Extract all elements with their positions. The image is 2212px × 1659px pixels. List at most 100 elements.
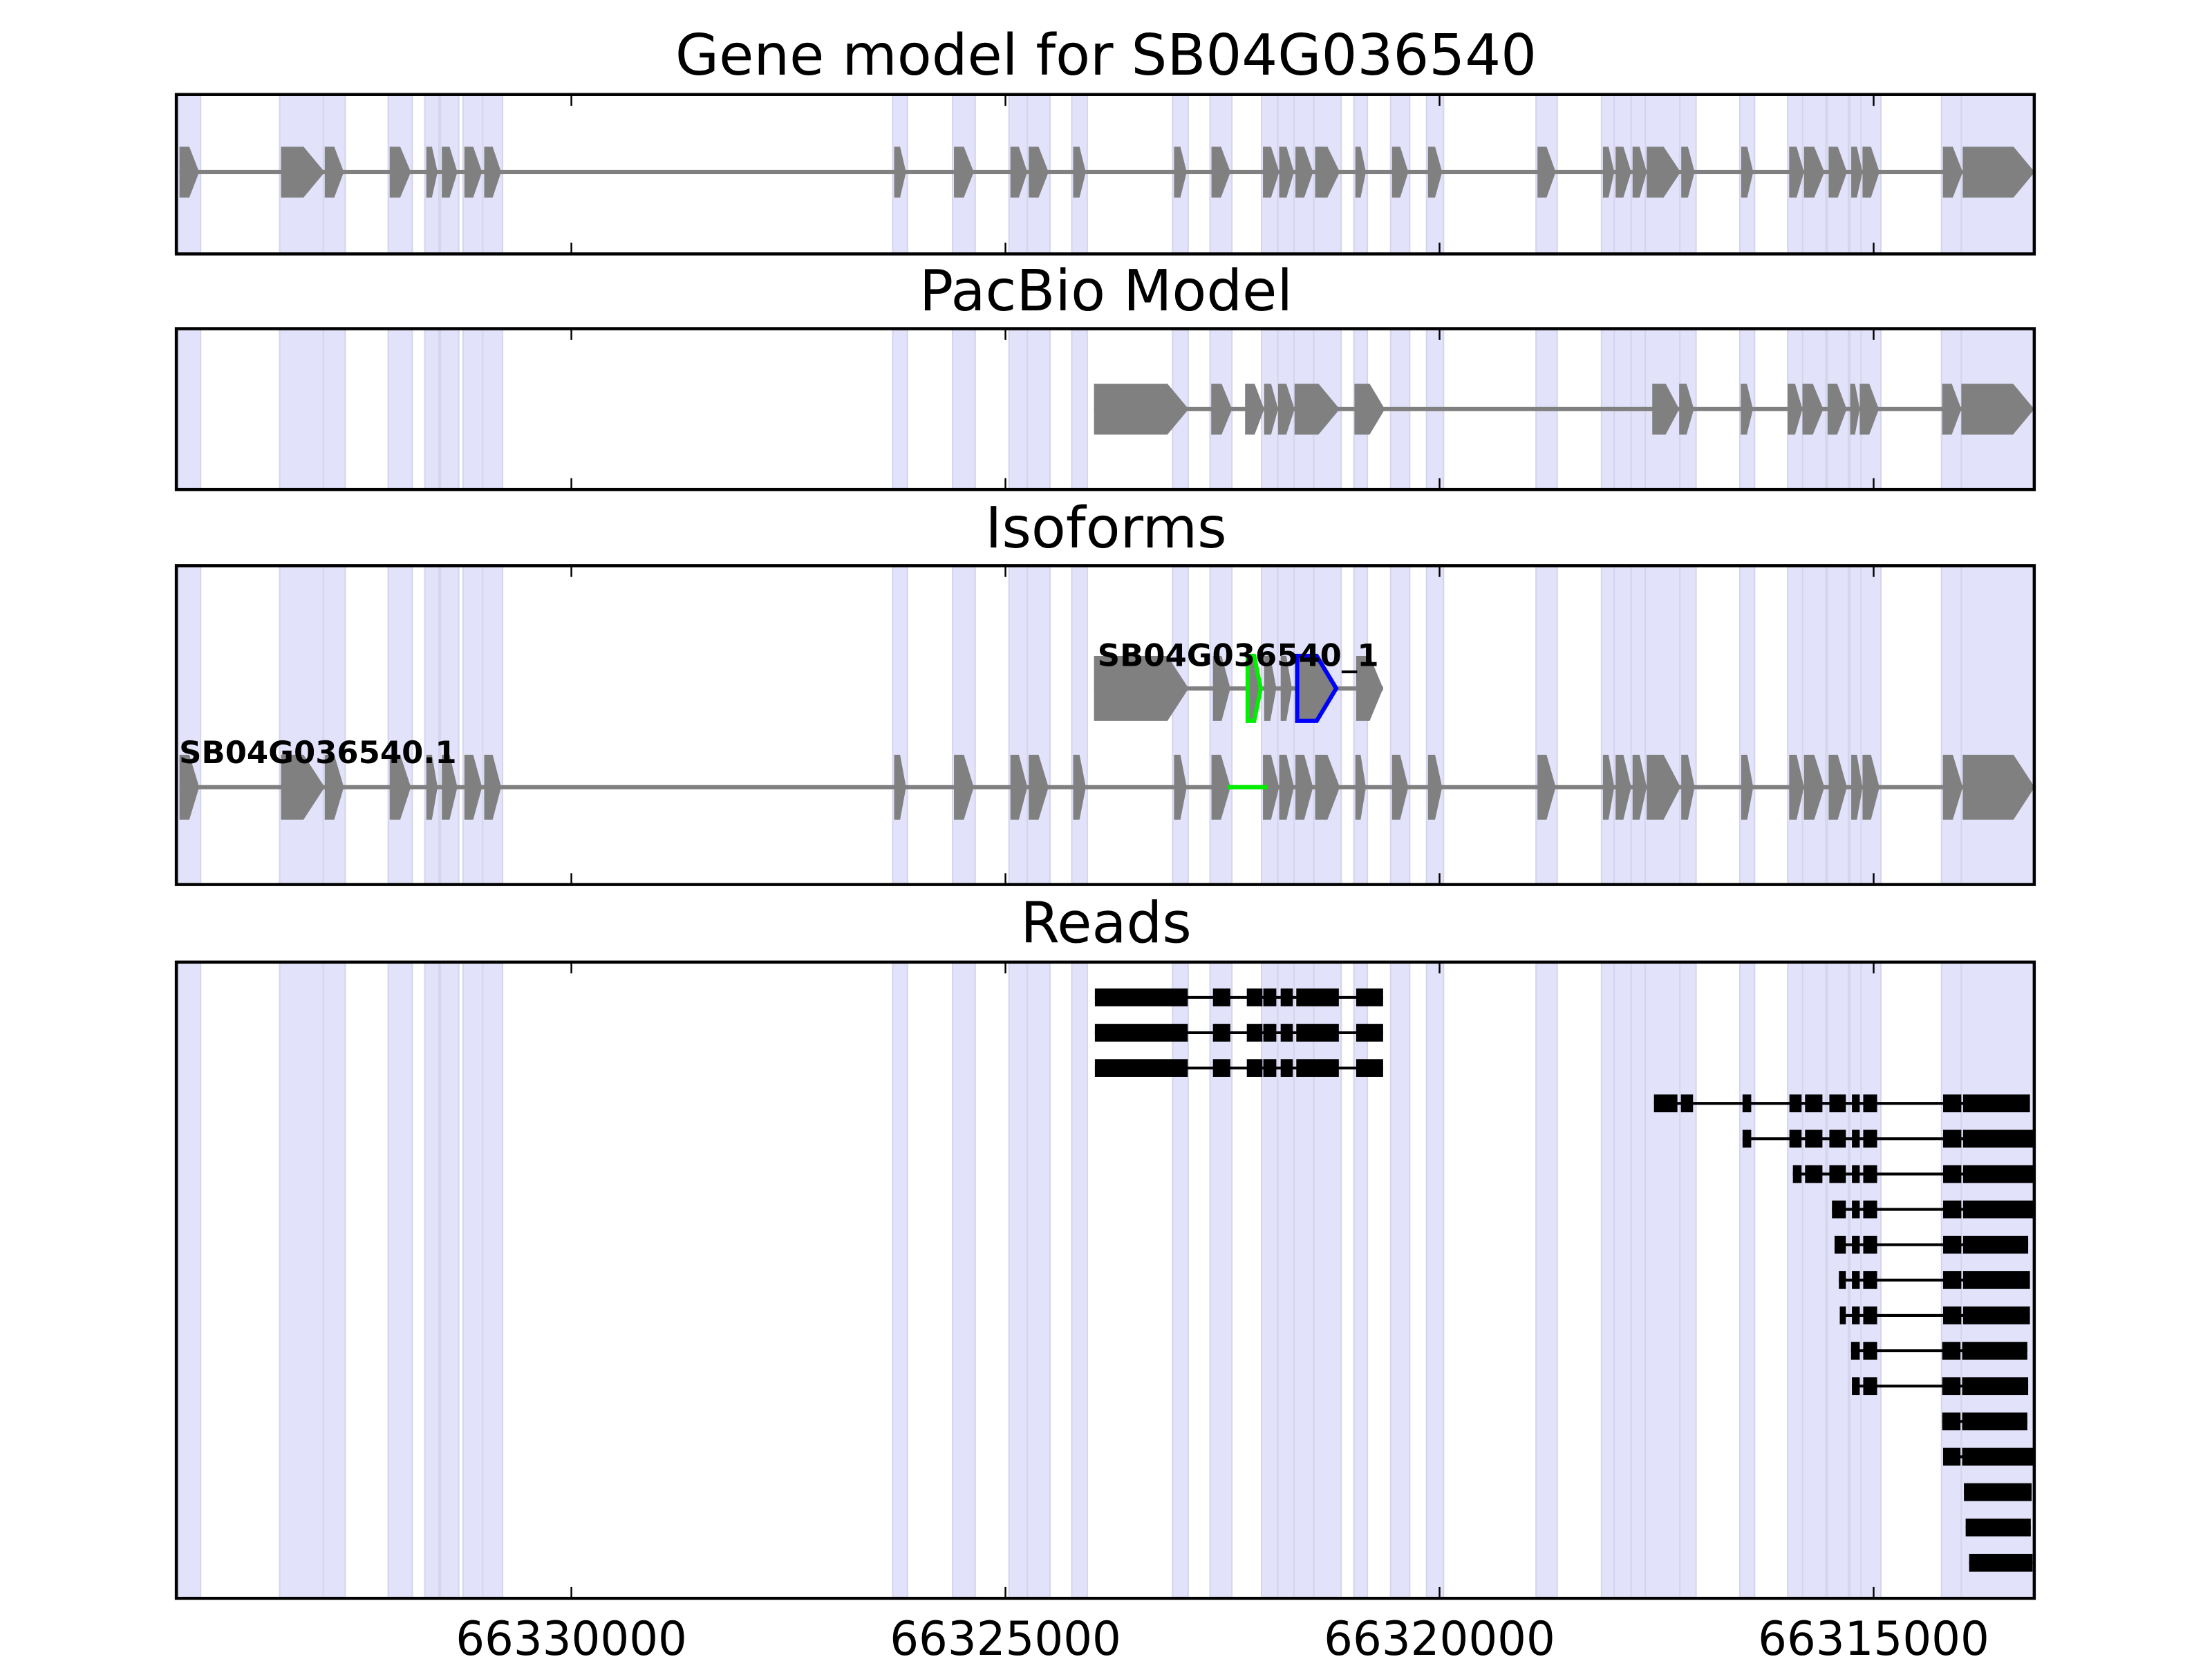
read-block (1742, 1094, 1752, 1113)
exon (1029, 754, 1049, 820)
exon-shading-band (1008, 328, 1030, 490)
exon (1602, 147, 1615, 198)
exon-shading-band (952, 565, 976, 885)
read-block (1280, 988, 1293, 1006)
read-block (1863, 1165, 1877, 1183)
read-block (1246, 1059, 1263, 1077)
exon-shading-band (1644, 962, 1683, 1599)
exon (1391, 147, 1409, 198)
exon-shading-band (1613, 962, 1633, 1599)
read (1852, 1377, 2029, 1396)
exon (1391, 754, 1409, 820)
exon-shading-band (462, 328, 485, 490)
exon-shading-band (1027, 328, 1051, 490)
axes-frame (174, 93, 2036, 256)
read (1792, 1165, 2034, 1183)
exon-shading-band (440, 565, 460, 885)
read-block (1296, 988, 1339, 1006)
exon (1279, 147, 1294, 198)
x-tick-label: 66325000 (890, 1611, 1121, 1659)
read-block (1263, 1024, 1277, 1042)
read-block (1863, 1130, 1877, 1148)
read-block (1863, 1271, 1877, 1289)
read-block (1839, 1306, 1846, 1324)
exon (1029, 147, 1049, 198)
exon-shading-band (892, 565, 908, 885)
exon-shading-band (424, 565, 440, 885)
exon (954, 147, 974, 198)
isoforms-title: Isoforms (985, 496, 1226, 561)
read-block (1246, 988, 1263, 1006)
read (1850, 1342, 2027, 1360)
exon-shading-band (1027, 565, 1051, 885)
read-block (1942, 1342, 1961, 1360)
exon-shading-band (1389, 962, 1411, 1599)
x-tick-label: 66320000 (1324, 1611, 1555, 1659)
exon-shading-band (1425, 962, 1445, 1599)
axes-frame (174, 327, 2036, 491)
exon (1962, 754, 2034, 820)
read-block (1805, 1094, 1823, 1113)
exon (1279, 754, 1294, 820)
exon (426, 147, 438, 198)
read-block (1863, 1377, 1877, 1396)
exon (1315, 754, 1340, 820)
read-block (1969, 1553, 2033, 1572)
exon (1280, 655, 1293, 721)
exon (1859, 384, 1880, 435)
read-block (1962, 1377, 2029, 1396)
read-block (1942, 1165, 1962, 1183)
read-block (1356, 1059, 1383, 1077)
exon (1789, 147, 1804, 198)
exon-shading-band (279, 328, 327, 490)
exon (1174, 147, 1187, 198)
exon (484, 147, 501, 198)
read-block (1942, 1094, 1962, 1113)
read-block (1942, 1377, 1961, 1396)
read-block (1962, 1130, 2034, 1148)
exon-shading-band (892, 328, 908, 490)
axes-frame (174, 564, 2036, 886)
exon (1264, 384, 1278, 435)
exon-shading-band (1293, 962, 1315, 1599)
exon (1632, 147, 1647, 198)
exon-shading-band (387, 962, 413, 1599)
read-block (1296, 1024, 1339, 1042)
read-block (1964, 1483, 2032, 1501)
exon-shading-band (1008, 962, 1030, 1599)
read-block (1653, 1094, 1678, 1113)
exon-shading-band (1613, 565, 1633, 885)
read (1653, 1094, 2030, 1113)
exon (1263, 754, 1280, 820)
exon-shading-band (1353, 565, 1369, 885)
exon (1315, 147, 1340, 198)
exon (1789, 754, 1804, 820)
exon-shading-band (1209, 962, 1233, 1599)
read-block (1829, 1094, 1846, 1113)
read-block (1852, 1200, 1860, 1219)
read-block (1212, 1024, 1230, 1042)
read-block (1789, 1094, 1802, 1113)
exon-shading-band (1679, 565, 1697, 885)
exon-shading-band (177, 962, 202, 1599)
read (1094, 1059, 1383, 1077)
read-block (1852, 1165, 1860, 1183)
read-block (1962, 1235, 2029, 1254)
read-block (1094, 1059, 1188, 1077)
read (1964, 1483, 2032, 1501)
exon-shading-band (1071, 565, 1088, 885)
exon (1652, 384, 1680, 435)
read-block (1212, 988, 1230, 1006)
exon (1295, 754, 1313, 820)
read-block (1863, 1235, 1877, 1254)
exon-shading-band (482, 328, 504, 490)
read-block (1094, 988, 1188, 1006)
exon (1295, 147, 1313, 198)
read-block (1789, 1130, 1802, 1148)
exon-shading-band (322, 962, 346, 1599)
exon (464, 754, 482, 820)
read-block (1852, 1130, 1860, 1148)
read-block (1094, 1024, 1188, 1042)
exon (1174, 754, 1187, 820)
exon-shading-band (1940, 565, 1965, 885)
